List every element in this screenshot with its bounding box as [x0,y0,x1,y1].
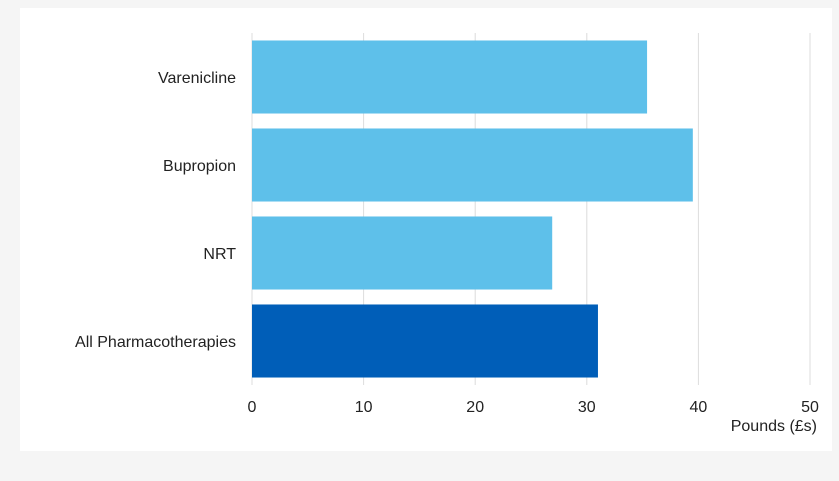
x-axis-label: Pounds (£s) [731,418,817,435]
bar-bupropion [252,128,693,202]
category-label: Varenicline [158,70,236,87]
bar-varenicline [252,40,648,114]
bar-nrt [252,216,553,290]
x-tick-label: 20 [466,399,484,416]
category-label: Bupropion [163,158,236,175]
category-label: NRT [203,246,236,263]
category-labels: Varenicline Bupropion NRT All Pharmacothera… [75,70,236,351]
x-tick-label: 40 [690,399,708,416]
x-tick-label: 10 [355,399,373,416]
x-tick-labels: 0 10 20 30 40 50 [248,399,819,416]
x-tick-label: 30 [578,399,596,416]
bar-all-pharmacotherapies [252,304,598,378]
x-tick-label: 0 [248,399,257,416]
x-tick-label: 50 [801,399,819,416]
category-label: All Pharmacotherapies [75,334,236,351]
bars [252,40,693,378]
